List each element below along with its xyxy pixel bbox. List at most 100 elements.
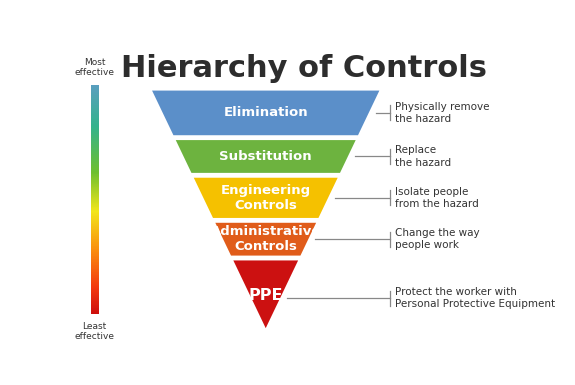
Bar [91, 184, 99, 185]
Bar [91, 304, 99, 305]
Bar [91, 254, 99, 255]
Bar [91, 280, 99, 281]
Bar [91, 310, 99, 311]
Bar [91, 127, 99, 128]
Bar [91, 287, 99, 288]
Bar [91, 241, 99, 242]
Bar [91, 114, 99, 115]
Bar [91, 234, 99, 235]
Bar [91, 172, 99, 173]
Bar [91, 207, 99, 208]
Bar [91, 132, 99, 133]
Bar [91, 180, 99, 181]
Bar [91, 312, 99, 313]
Bar [91, 155, 99, 156]
Bar [91, 120, 99, 121]
Bar [91, 286, 99, 287]
Bar [91, 247, 99, 248]
Bar [91, 260, 99, 261]
Bar [91, 86, 99, 87]
Bar [91, 163, 99, 164]
Bar [91, 95, 99, 96]
Bar [91, 251, 99, 252]
Bar [91, 94, 99, 95]
Bar [91, 96, 99, 97]
Bar [91, 211, 99, 212]
Bar [91, 185, 99, 186]
Bar [91, 221, 99, 222]
Bar [91, 264, 99, 265]
Bar [91, 308, 99, 309]
Bar [91, 307, 99, 308]
Bar [91, 227, 99, 228]
Bar [91, 101, 99, 102]
Bar [91, 237, 99, 238]
Bar [91, 97, 99, 98]
Bar [91, 299, 99, 300]
Bar [91, 230, 99, 231]
Bar [91, 130, 99, 131]
Text: Isolate people
from the hazard: Isolate people from the hazard [395, 187, 479, 209]
Bar [91, 220, 99, 221]
Bar [91, 139, 99, 140]
Bar [91, 240, 99, 241]
Bar [91, 140, 99, 141]
Bar [91, 228, 99, 229]
Bar [91, 279, 99, 280]
Bar [91, 164, 99, 165]
Text: Engineering
Controls: Engineering Controls [221, 184, 310, 212]
Bar [91, 289, 99, 290]
Bar [91, 265, 99, 266]
Bar [91, 118, 99, 119]
Bar [91, 85, 99, 86]
Bar [91, 223, 99, 224]
Bar [91, 202, 99, 203]
Bar [91, 224, 99, 225]
Bar [91, 222, 99, 223]
Bar [91, 293, 99, 294]
Bar [91, 167, 99, 168]
Bar [91, 144, 99, 145]
Bar [91, 182, 99, 183]
Bar [91, 273, 99, 274]
Text: Elimination: Elimination [224, 106, 308, 119]
Bar [91, 219, 99, 220]
Bar [91, 239, 99, 240]
Bar [91, 314, 99, 315]
Bar [91, 154, 99, 155]
Bar [91, 274, 99, 275]
Bar [91, 138, 99, 139]
Bar [91, 288, 99, 289]
Bar [91, 170, 99, 171]
Bar [91, 268, 99, 269]
Bar [91, 285, 99, 286]
Bar [91, 206, 99, 207]
Bar [91, 110, 99, 111]
Bar [91, 246, 99, 247]
Bar [91, 213, 99, 214]
Bar [91, 232, 99, 233]
Bar [91, 309, 99, 310]
Bar [91, 187, 99, 188]
Bar [91, 284, 99, 285]
Bar [91, 303, 99, 304]
Bar [91, 174, 99, 175]
Bar [91, 121, 99, 122]
Bar [91, 125, 99, 126]
Bar [91, 142, 99, 143]
Bar [91, 210, 99, 211]
Bar [91, 106, 99, 107]
Bar [91, 242, 99, 243]
Bar [91, 290, 99, 291]
Bar [91, 249, 99, 250]
Bar [91, 204, 99, 205]
Bar [91, 153, 99, 154]
Bar [91, 292, 99, 293]
Bar [91, 257, 99, 258]
Bar [91, 203, 99, 204]
Text: Hierarchy of Controls: Hierarchy of Controls [121, 54, 486, 83]
Bar [91, 305, 99, 306]
Bar [91, 216, 99, 217]
Bar [91, 272, 99, 273]
Bar [91, 92, 99, 93]
